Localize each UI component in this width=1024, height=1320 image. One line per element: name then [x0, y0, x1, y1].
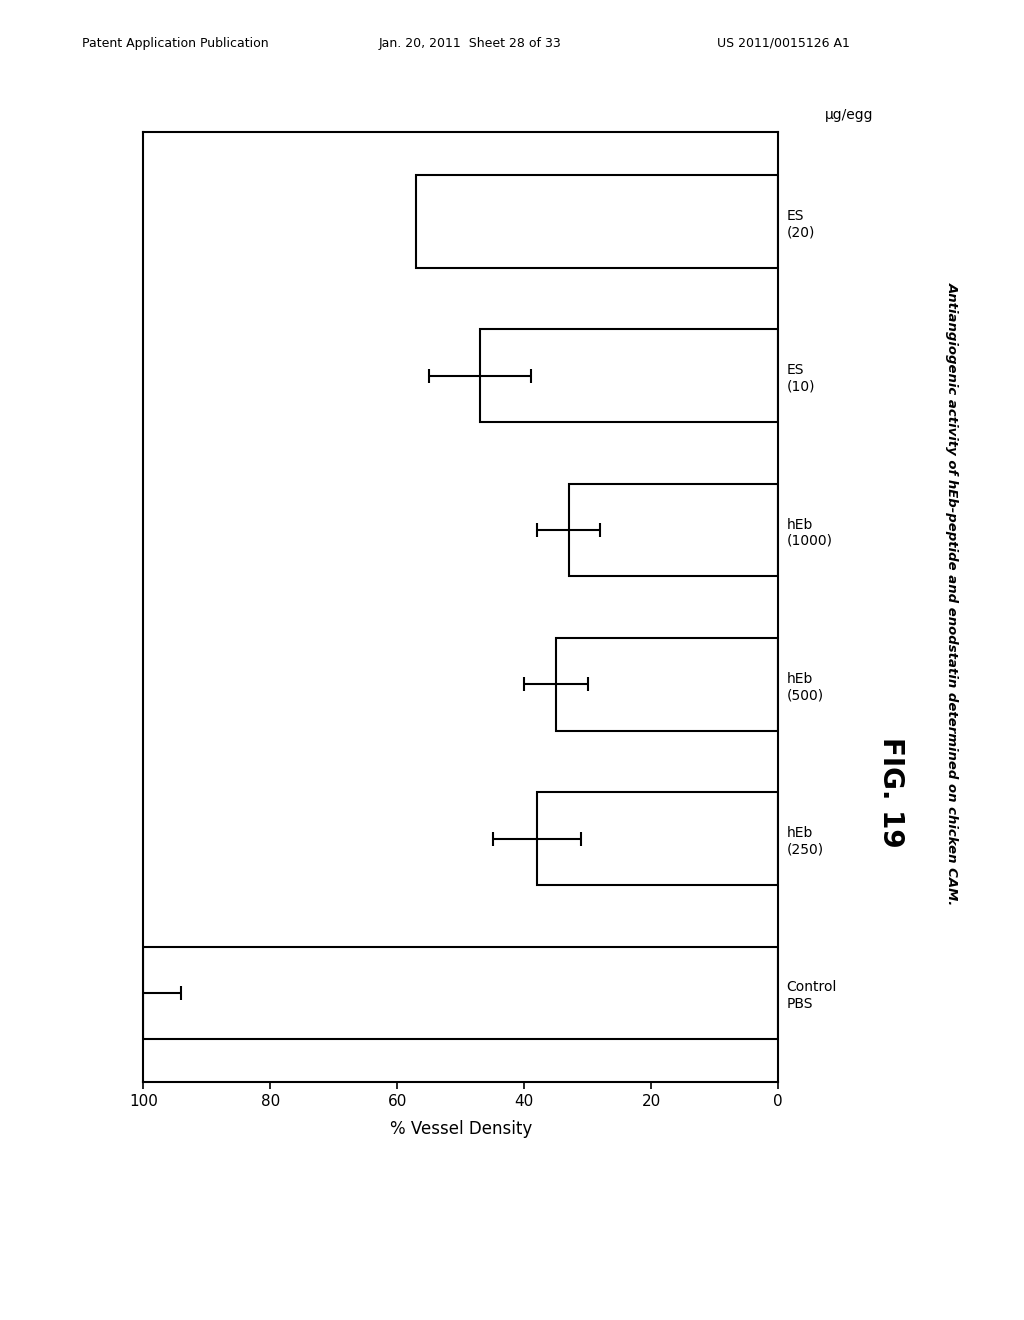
- Text: US 2011/0015126 A1: US 2011/0015126 A1: [717, 37, 850, 50]
- Text: Patent Application Publication: Patent Application Publication: [82, 37, 268, 50]
- Text: Jan. 20, 2011  Sheet 28 of 33: Jan. 20, 2011 Sheet 28 of 33: [379, 37, 561, 50]
- Bar: [143, 946, 778, 1039]
- Bar: [480, 330, 778, 422]
- Text: Antiangiogenic activity of hEb-peptide and enodstatin determined on chicken CAM.: Antiangiogenic activity of hEb-peptide a…: [946, 282, 958, 906]
- Text: FIG. 19: FIG. 19: [877, 737, 905, 847]
- Text: μg/egg: μg/egg: [825, 108, 873, 123]
- Bar: [568, 483, 778, 577]
- Bar: [417, 176, 778, 268]
- Bar: [556, 638, 778, 731]
- X-axis label: % Vessel Density: % Vessel Density: [390, 1121, 531, 1138]
- Bar: [537, 792, 778, 884]
